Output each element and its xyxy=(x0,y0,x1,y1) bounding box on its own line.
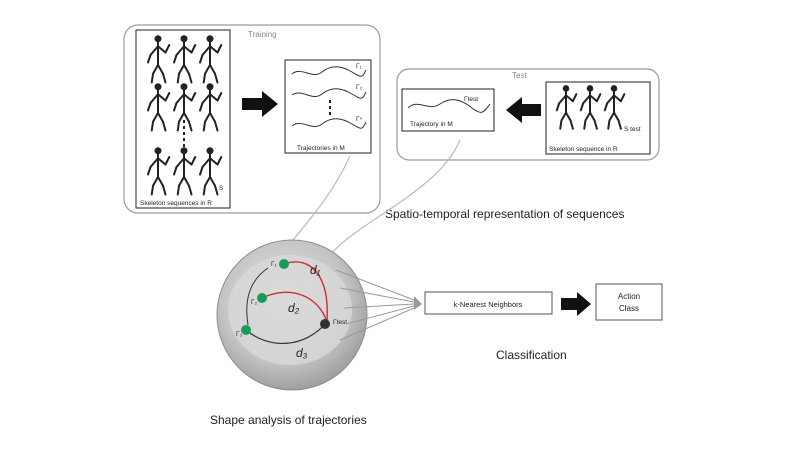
training-trajectory-caption: Trajectories in M xyxy=(297,145,345,152)
distance-arrow-2 xyxy=(339,287,415,303)
point-label-1: Γ₁ xyxy=(271,261,278,268)
classification-caption: Classification xyxy=(496,348,567,362)
distance-arrow-1 xyxy=(335,269,415,301)
shape-analysis-caption: Shape analysis of trajectories xyxy=(210,413,367,427)
test-skeleton-label: S test xyxy=(624,126,641,133)
distance-label-3: d₃ xyxy=(296,346,308,360)
trajectory-label-1: Γ₁ xyxy=(356,63,363,70)
geodesic-1 xyxy=(283,261,328,323)
training-title: Training xyxy=(248,30,277,39)
geodesic-2 xyxy=(261,291,328,323)
point-label-2: Γ₂ xyxy=(251,299,258,306)
distance-label-2: d₂ xyxy=(288,301,300,315)
training-skeleton-5 xyxy=(173,83,197,132)
knn-label: k-Nearest Neighbors xyxy=(454,300,523,309)
test-skeleton-box xyxy=(545,81,651,155)
knn-box xyxy=(424,291,553,315)
test-arrow xyxy=(506,97,541,123)
action-label-line1: Action xyxy=(618,292,640,301)
test-panel: Test Γtest Trajectory in M S test Skelet… xyxy=(396,68,660,161)
distance-arrowhead xyxy=(414,296,422,310)
training-skeleton-6 xyxy=(199,83,223,132)
test-skeleton-3 xyxy=(603,85,626,130)
train-point-2 xyxy=(257,293,267,303)
training-skeleton-caption: Skeleton sequences in R xyxy=(140,200,212,207)
test-point xyxy=(320,319,330,329)
train-point-3 xyxy=(241,325,251,335)
test-title: Test xyxy=(512,71,527,80)
test-skeleton-caption: Skeleton sequence in R xyxy=(549,146,618,153)
trajectory-label-n: Γⁿ xyxy=(356,116,363,123)
action-label-line2: Class xyxy=(619,304,639,313)
training-arrow xyxy=(242,91,278,117)
action-class-box xyxy=(595,283,663,321)
training-skeleton-2 xyxy=(173,35,197,84)
manifold: Γ₁ Γ₂ Γ₃ Γtest d₁ d₂ d₃ xyxy=(216,239,368,391)
distance-arrow-5 xyxy=(339,307,415,341)
distance-arrow-4 xyxy=(345,305,415,325)
training-skeleton-3 xyxy=(199,35,223,84)
test-trajectory-box xyxy=(401,88,495,132)
point-label-test: Γtest xyxy=(333,319,347,326)
distance-label-1: d₁ xyxy=(310,263,321,277)
training-skeleton-7 xyxy=(147,147,171,196)
point-label-3: Γ₃ xyxy=(236,331,243,338)
classification-arrow xyxy=(561,292,591,316)
training-skeleton-9 xyxy=(199,147,223,196)
distance-arrows xyxy=(335,269,422,341)
trajectory-curve-n xyxy=(291,118,367,129)
manifold-inner-region xyxy=(228,255,352,365)
test-trajectory-caption: Trajectory in M xyxy=(410,121,453,128)
trajectory-label-2: Γ₂ xyxy=(356,84,363,91)
test-skeleton-figures xyxy=(555,85,626,130)
training-skeleton-figures xyxy=(147,35,223,196)
training-skeleton-4 xyxy=(147,83,171,132)
trajectory-curve-1 xyxy=(291,66,367,77)
training-skeleton-1 xyxy=(147,35,171,84)
test-trajectory-label: Γtest xyxy=(464,96,478,103)
training-skeleton-label: S xyxy=(219,185,224,192)
trajectory-path-a xyxy=(246,267,269,326)
train-point-1 xyxy=(279,259,289,269)
spatio-temporal-caption: Spatio-temporal representation of sequen… xyxy=(385,207,624,221)
test-skeleton-2 xyxy=(579,85,602,130)
geodesic-3 xyxy=(245,321,328,345)
trajectory-curve-2 xyxy=(291,88,367,99)
classification-panel: k-Nearest Neighbors Action Class Classif… xyxy=(424,283,663,362)
training-trajectory-box xyxy=(284,59,372,154)
distance-arrow-3 xyxy=(343,303,415,309)
training-skeleton-8 xyxy=(173,147,197,196)
connector-test-to-manifold xyxy=(329,139,461,256)
test-skeleton-1 xyxy=(555,85,578,130)
training-panel: Training Skeleton sequences in R S Γ₁ Γ₂… xyxy=(123,24,381,214)
test-trajectory-curve xyxy=(407,99,491,113)
